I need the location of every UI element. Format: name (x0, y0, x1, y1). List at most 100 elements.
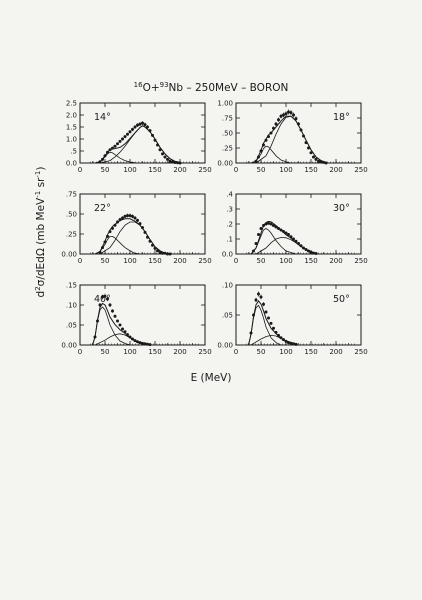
x-tick-label: 100 (279, 348, 292, 356)
data-point (317, 159, 320, 163)
data-point (319, 160, 323, 164)
data-point (98, 303, 102, 307)
data-point (307, 146, 310, 150)
x-tick-label: 0 (78, 257, 82, 265)
data-point (274, 122, 278, 126)
data-point (279, 114, 283, 118)
data-point (297, 122, 300, 126)
y-tick-label: .2 (226, 221, 233, 229)
data-point (148, 239, 152, 243)
x-tick-label: 200 (329, 348, 342, 356)
data-point (269, 131, 273, 135)
y-tick-label: .05 (66, 322, 77, 330)
data-point (126, 333, 129, 337)
x-tick-label: 150 (304, 166, 317, 174)
x-tick-label: 200 (329, 257, 342, 265)
x-tick-label: 200 (173, 166, 186, 174)
data-point (141, 341, 144, 345)
data-point (101, 295, 104, 299)
data-point (272, 224, 275, 227)
data-point (309, 250, 313, 254)
x-tick-label: 250 (198, 348, 211, 356)
angle-label: 22° (94, 203, 111, 214)
x-tick-label: 100 (279, 166, 292, 174)
data-point (141, 226, 144, 230)
data-point (166, 157, 169, 161)
data-point (138, 341, 142, 345)
x-tick-label: 150 (148, 257, 161, 265)
x-tick-label: 50 (257, 257, 266, 265)
y-axis-label: d2σ/dEdΩ (mb MeV-1 sr-1) (34, 167, 47, 298)
x-tick-label: 100 (123, 166, 136, 174)
data-point (133, 216, 137, 220)
data-point (158, 148, 162, 152)
data-point (259, 227, 263, 230)
data-point (113, 223, 117, 227)
y-tick-label: .05 (222, 312, 233, 320)
x-tick-label: 100 (123, 348, 136, 356)
x-tick-label: 250 (354, 166, 367, 174)
data-point (111, 226, 114, 230)
data-point (113, 144, 117, 148)
data-point (156, 143, 159, 147)
data-point (131, 127, 134, 131)
data-point (156, 249, 159, 253)
data-point (284, 339, 288, 343)
data-point (284, 112, 288, 116)
angle-label: 30° (333, 203, 350, 214)
data-point (269, 222, 273, 226)
y-tick-label: .10 (222, 282, 233, 290)
y-tick-label: .25 (66, 231, 77, 239)
data-point (289, 235, 293, 239)
data-point (108, 148, 112, 152)
component-curve-1 (94, 151, 141, 164)
data-point (93, 335, 97, 339)
angle-label: 40° (94, 294, 111, 305)
x-tick-label: 50 (101, 166, 110, 174)
data-point (168, 252, 172, 256)
data-point (161, 152, 164, 156)
data-point (136, 218, 139, 222)
data-point (138, 222, 142, 226)
data-point (257, 233, 260, 236)
x-tick-label: 100 (279, 257, 292, 265)
data-point (259, 295, 263, 299)
data-point (166, 252, 169, 256)
y-tick-label: .75 (222, 115, 233, 123)
x-tick-label: 50 (257, 348, 266, 356)
data-point (257, 155, 260, 159)
x-tick-label: 0 (234, 257, 238, 265)
data-point (176, 161, 179, 165)
x-tick-label: 0 (234, 348, 238, 356)
figure-title: 16O+93Nb – 250MeV – BORON (134, 81, 289, 94)
data-point (264, 310, 268, 314)
y-tick-label: 0.00 (217, 342, 233, 350)
data-point (116, 220, 119, 224)
data-point (118, 218, 122, 222)
data-point (121, 137, 124, 141)
data-point (168, 159, 172, 163)
data-point (299, 128, 303, 132)
chart-panel-5: 0 50 100 150 200 250 0.00 .05 .10 .15 40° (61, 282, 211, 357)
y-tick-label: 1.00 (217, 100, 233, 108)
data-point (163, 155, 167, 159)
data-point (267, 221, 270, 225)
x-tick-label: 150 (304, 257, 317, 265)
data-point (322, 160, 325, 164)
data-point (299, 244, 303, 248)
data-point (279, 336, 283, 340)
title-mass-93: 93 (160, 81, 169, 89)
angle-label: 14° (94, 112, 111, 123)
data-point (103, 154, 107, 158)
data-point (131, 214, 134, 218)
ylabel-sup-minus1: -1 (34, 191, 42, 198)
data-point (279, 228, 283, 232)
data-point (249, 331, 253, 335)
data-point (282, 113, 285, 117)
data-point (161, 251, 164, 255)
data-point (138, 122, 142, 126)
data-point (143, 123, 147, 127)
title-part-1: O+ (143, 82, 160, 94)
data-point (151, 133, 154, 137)
